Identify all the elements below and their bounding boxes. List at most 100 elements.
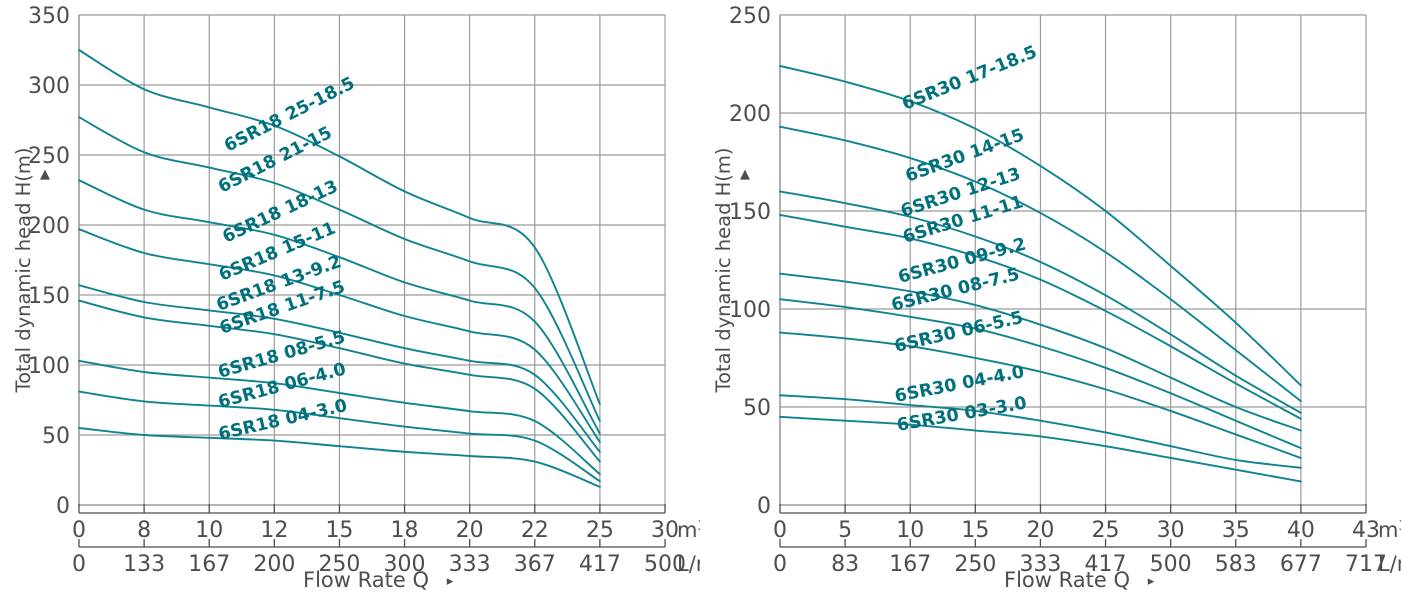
- x-tick-label-secondary: 167: [889, 552, 931, 577]
- x-tick-label-primary: 15: [325, 518, 353, 543]
- x-tick-label-primary: 35: [1222, 518, 1250, 543]
- curve-label: 6SR30 17-18.5: [899, 42, 1040, 114]
- x-axis-title: Flow Rate Q: [303, 568, 429, 592]
- x-axis-unit-primary: m3/h: [677, 518, 700, 542]
- y-tick-label: 250: [28, 144, 70, 169]
- x-axis-unit-primary: m3/h: [1378, 518, 1401, 542]
- x-tick-label-secondary: 0: [773, 552, 787, 577]
- grid-lines-right: [779, 14, 1367, 506]
- y-tick-label: 200: [729, 102, 771, 127]
- x-tick-label-primary: 18: [391, 518, 419, 543]
- performance-curve: 6SR18 08-5.5: [78, 359, 601, 476]
- x-tick-label-primary: 25: [1092, 518, 1120, 543]
- y-tick-label: 50: [42, 424, 70, 449]
- y-tick-label: 100: [729, 298, 771, 323]
- performance-curve: 6SR30 12-13: [779, 190, 1302, 414]
- x-tick-label-secondary: 333: [1019, 552, 1061, 577]
- y-axis-arrow-icon: ▲: [40, 167, 50, 182]
- x-tick-label-secondary: 250: [318, 552, 360, 577]
- x-tick-label-primary: 8: [137, 518, 151, 543]
- x-tick-label-secondary: 200: [253, 552, 295, 577]
- performance-curve: 6SR30 11-11: [779, 213, 1302, 420]
- x-tick-label-secondary: 133: [123, 552, 165, 577]
- x-tick-label-primary: 40: [1287, 518, 1315, 543]
- y-tick-label: 150: [28, 284, 70, 309]
- x-axis-title: Flow Rate Q: [1004, 568, 1130, 592]
- performance-curve: 6SR30 04-4.0: [779, 394, 1302, 469]
- x-tick-label-secondary: 417: [1085, 552, 1127, 577]
- performance-curve: 6SR30 14-15: [779, 125, 1302, 403]
- x-tick-label-secondary: 583: [1215, 552, 1257, 577]
- y-tick-label: 350: [28, 4, 70, 29]
- x-tick-label-secondary: 717: [1345, 552, 1387, 577]
- x-tick-label-primary: 25: [586, 518, 614, 543]
- grid-lines-left: [78, 14, 666, 506]
- x-axis-unit-secondary: L/min: [1378, 552, 1401, 576]
- y-tick-label: 0: [757, 494, 771, 519]
- y-tick-label: 200: [28, 214, 70, 239]
- y-tick-label: 150: [729, 200, 771, 225]
- x-tick-label-secondary: 367: [514, 552, 556, 577]
- x-tick-label-secondary: 333: [449, 552, 491, 577]
- performance-curve: 6SR18 13-9.2: [78, 284, 601, 453]
- performance-curve: 6SR18 06-4.0: [78, 390, 601, 483]
- x-tick-label-primary: 43: [1352, 518, 1380, 543]
- x-tick-label-primary: 15: [961, 518, 989, 543]
- performance-curve: 6SR30 06-5.5: [779, 331, 1302, 459]
- y-axis-title: Total dynamic head H(m): [12, 147, 35, 393]
- y-tick-label: 250: [729, 4, 771, 29]
- x-tick-label-secondary: 300: [384, 552, 426, 577]
- y-axis-arrow-icon: ▲: [740, 167, 750, 182]
- x-axis-primary-right: 0 5 10 15 20 25 30 35 40 43m3/h: [773, 504, 1401, 543]
- y-axis-ticks-right: 0 50 100 150 200 250: [729, 4, 771, 519]
- x-tick-label-secondary: 500: [1150, 552, 1192, 577]
- performance-curve: 6SR18 15-11: [78, 228, 601, 443]
- unit-base: m: [677, 518, 697, 542]
- curve-label: 6SR30 06-5.5: [893, 308, 1025, 357]
- performance-curve: 6SR18 18-13: [78, 179, 601, 435]
- performance-curve: 6SR18 21-15: [78, 116, 601, 422]
- x-tick-label-secondary: 250: [954, 552, 996, 577]
- x-tick-label-secondary: 83: [831, 552, 859, 577]
- x-axis-unit-secondary: L/min: [677, 552, 700, 576]
- x-tick-label-secondary: 167: [188, 552, 230, 577]
- x-tick-label-primary: 22: [521, 518, 549, 543]
- x-tick-label-primary: 30: [651, 518, 679, 543]
- x-tick-label-secondary: 677: [1280, 552, 1322, 577]
- x-tick-label-secondary: 417: [579, 552, 621, 577]
- x-axis-arrow-icon: ▸: [1148, 574, 1155, 589]
- y-tick-label: 100: [28, 354, 70, 379]
- y-tick-label: 300: [28, 74, 70, 99]
- x-axis-primary-left: 0 8 10 12 15 18 20 22 25 30m3/h: [72, 504, 700, 543]
- x-tick-label-secondary: 500: [644, 552, 686, 577]
- unit-superscript: 3: [1398, 519, 1401, 534]
- x-tick-label-primary: 10: [195, 518, 223, 543]
- x-axis-arrow-icon: ▸: [447, 574, 454, 589]
- performance-curve: 6SR30 17-18.5: [779, 65, 1302, 387]
- y-tick-label: 0: [56, 494, 70, 519]
- x-tick-label-primary: 30: [1157, 518, 1185, 543]
- x-tick-label-secondary: 0: [72, 552, 86, 577]
- x-tick-label-primary: 10: [896, 518, 924, 543]
- unit-superscript: 3: [697, 519, 700, 534]
- performance-curve: 6SR30 03-3.0: [779, 415, 1302, 483]
- performance-curve: 6SR30 08-7.5: [779, 298, 1302, 450]
- performance-curve: 6SR30 09-9.2: [779, 272, 1302, 432]
- x-tick-label-primary: 12: [260, 518, 288, 543]
- unit-base: m: [1378, 518, 1398, 542]
- y-tick-label: 50: [743, 396, 771, 421]
- x-tick-label-primary: 5: [838, 518, 852, 543]
- x-tick-label-primary: 20: [456, 518, 484, 543]
- y-axis-ticks-left: 0 50 100 150 200 250 300 350: [28, 4, 70, 519]
- x-tick-label-primary: 0: [773, 518, 787, 543]
